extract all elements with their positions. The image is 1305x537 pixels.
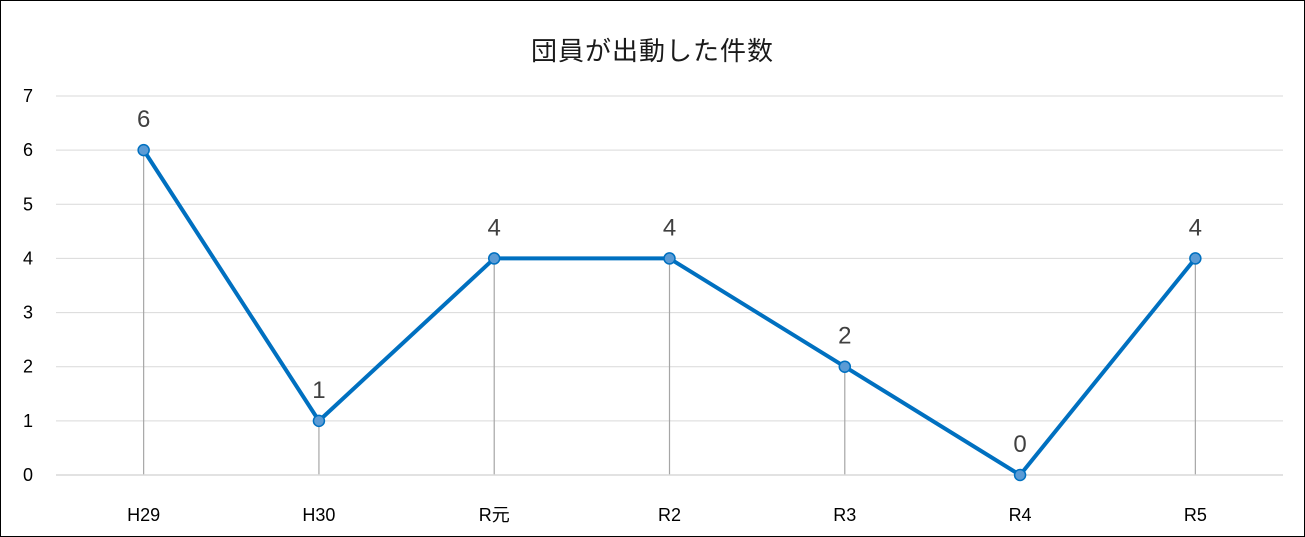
data-point: [312, 414, 326, 428]
y-tick-label: 4: [23, 248, 33, 268]
x-tick-label: R4: [1009, 505, 1032, 525]
y-tick-label: 6: [23, 140, 33, 160]
data-label: 4: [663, 214, 676, 241]
data-point: [838, 360, 852, 373]
x-tick-label: H29: [127, 505, 160, 525]
data-point: [663, 252, 676, 265]
data-label: 0: [1013, 431, 1026, 458]
axes: 0 1 2 3 4 5 6 7 H29 H30 R元 R2 R3 R4 R5: [23, 86, 1283, 525]
data-point: [1013, 468, 1027, 482]
data-point: [1189, 252, 1202, 265]
series: [137, 143, 1202, 482]
data-label: 1: [312, 377, 325, 404]
data-label: 4: [488, 214, 501, 241]
chart-title: 団員が出動した件数: [530, 37, 774, 67]
x-tick-label: R2: [658, 505, 681, 525]
y-tick-label: 3: [23, 303, 33, 323]
y-tick-label: 1: [23, 411, 33, 431]
data-label: 4: [1189, 214, 1202, 241]
y-tick-label: 5: [23, 194, 33, 214]
drop-lines: [143, 150, 1196, 475]
data-point: [487, 252, 501, 265]
labels: 6 1 4 4 2 0 4: [137, 106, 1202, 458]
x-tick-label: H30: [302, 505, 335, 525]
x-tick-label: R3: [833, 505, 856, 525]
data-label: 6: [137, 106, 150, 133]
x-tick-label: R元: [479, 505, 510, 525]
x-tick-label: R5: [1184, 505, 1207, 525]
y-tick-label: 7: [23, 86, 33, 106]
data-label: 2: [838, 323, 851, 350]
data-point: [137, 143, 150, 157]
y-tick-label: 2: [23, 357, 33, 377]
y-tick-label: 0: [23, 465, 33, 485]
